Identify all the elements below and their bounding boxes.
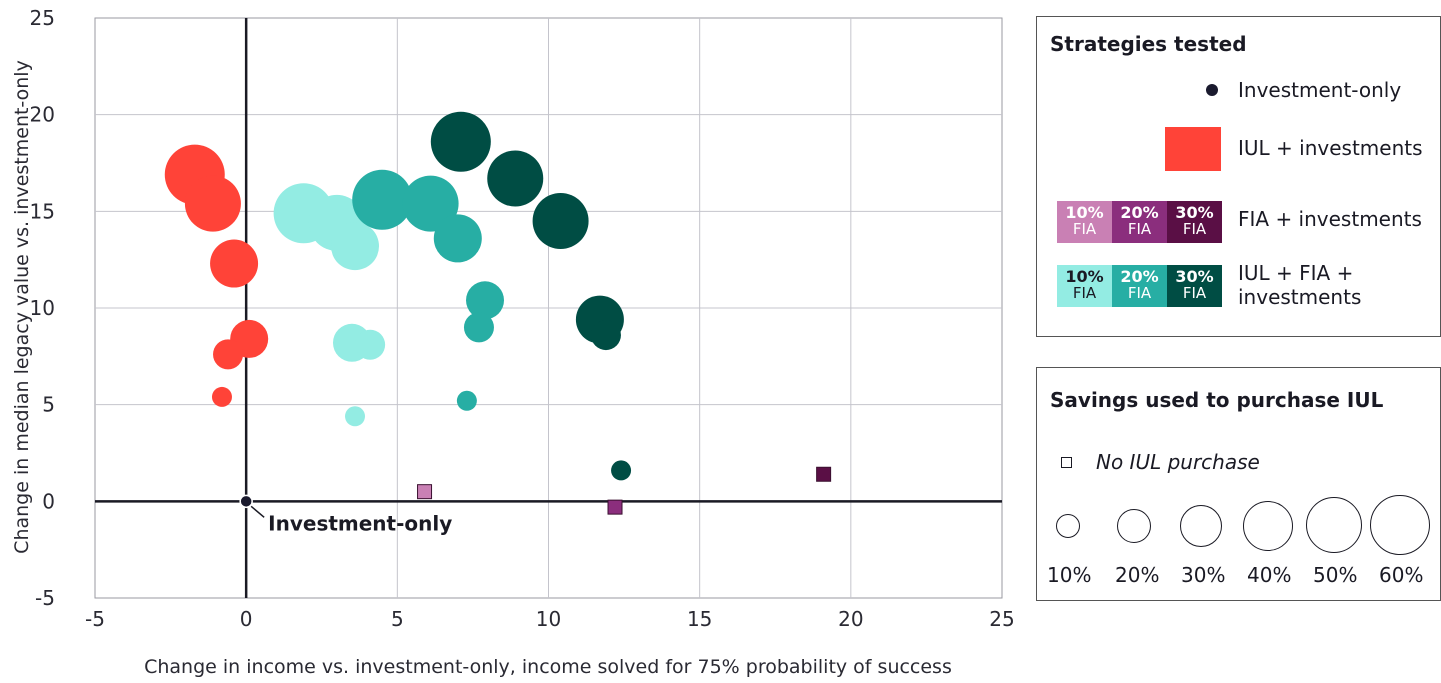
size-label-60: 60%: [1379, 563, 1424, 587]
size-label-50: 50%: [1313, 563, 1358, 587]
strategies-legend-title: Strategies tested: [1050, 32, 1247, 56]
data-bubble: [466, 281, 505, 320]
annotation-label: Investment-only: [268, 511, 452, 535]
annotation: Investment-only: [250, 505, 452, 535]
y-tick-label: -5: [35, 586, 55, 610]
data-bubble: [402, 175, 459, 232]
iul-swatch-icon: [1165, 127, 1221, 171]
y-tick-label: 5: [42, 393, 55, 417]
data-bubble: [532, 193, 589, 249]
grid: [94, 17, 1003, 599]
y-axis-title: Change in median legacy value vs. invest…: [11, 60, 33, 554]
data-bubble: [456, 390, 477, 411]
iul-fia-30-swatch: 30% FIA: [1167, 265, 1222, 307]
size-label-10: 10%: [1047, 563, 1092, 587]
iul-fia-20-swatch: 20% FIA: [1112, 265, 1167, 307]
data-bubble: [430, 111, 491, 172]
x-tick-label: 0: [240, 607, 253, 631]
x-tick-label: 20: [838, 607, 863, 631]
size-10-circle-icon: [1056, 514, 1080, 538]
size-label-30: 30%: [1181, 563, 1226, 587]
size-label-40: 40%: [1247, 563, 1292, 587]
data-bubble: [210, 239, 259, 288]
tick-labels: -5 0 5 10 15 20 25 -5 0 5 10 15 20 25: [30, 6, 1015, 631]
size-60-circle-icon: [1370, 495, 1430, 555]
data-bubble: [213, 339, 244, 370]
data-bubble: [463, 312, 494, 343]
legend-iul-investments: IUL + investments: [1238, 136, 1423, 160]
savings-legend-title: Savings used to purchase IUL: [1050, 388, 1384, 412]
size-label-20: 20%: [1115, 563, 1160, 587]
data-bubble: [590, 320, 621, 351]
data-bubble: [352, 169, 413, 230]
x-tick-label: 10: [536, 607, 561, 631]
legend-iul-fia-line2: investments: [1238, 285, 1362, 309]
x-tick-label: 25: [989, 607, 1014, 631]
annotation-leader: [250, 505, 265, 518]
no-iul-purchase-label: No IUL purchase: [1096, 450, 1260, 474]
data-bubble: [355, 329, 386, 360]
size-40-circle-icon: [1243, 501, 1293, 551]
x-tick-label: 5: [391, 607, 404, 631]
data-bubble: [433, 214, 482, 263]
data-bubble: [487, 150, 544, 207]
x-axis-title: Change in income vs. investment-only, in…: [144, 656, 952, 678]
legend-iul-fia-line1: IUL + FIA +: [1238, 261, 1354, 285]
data-bubble: [345, 406, 366, 427]
data-points: [164, 111, 832, 515]
data-square: [607, 499, 623, 515]
fia-20-swatch: 20% FIA: [1112, 201, 1167, 243]
iul-fia-10-swatch: 10% FIA: [1057, 265, 1112, 307]
size-30-circle-icon: [1180, 505, 1222, 547]
savings-legend: Savings used to purchase IUL No IUL purc…: [1036, 367, 1441, 601]
data-bubble: [211, 386, 232, 407]
data-bubble: [611, 460, 632, 481]
fia-30-swatch: 30% FIA: [1167, 201, 1222, 243]
data-bubble: [331, 222, 380, 271]
data-square: [417, 484, 433, 500]
strategies-legend: Strategies tested Investment-only IUL + …: [1036, 16, 1441, 337]
data-square: [816, 466, 832, 482]
y-tick-label: 15: [30, 199, 55, 223]
legend-investment-only: Investment-only: [1238, 78, 1402, 102]
y-tick-label: 10: [30, 296, 55, 320]
x-tick-label: -5: [85, 607, 105, 631]
square-outline-icon: [1061, 457, 1072, 468]
data-bubble: [184, 175, 241, 232]
legend-fia-investments: FIA + investments: [1238, 207, 1422, 231]
size-50-circle-icon: [1306, 497, 1362, 553]
y-tick-label: 25: [30, 6, 55, 30]
investment-only-point: [239, 494, 253, 509]
y-tick-label: 20: [30, 103, 55, 127]
fia-10-swatch: 10% FIA: [1057, 201, 1112, 243]
x-tick-label: 15: [687, 607, 712, 631]
y-tick-label: 0: [42, 489, 55, 513]
size-20-circle-icon: [1117, 509, 1151, 543]
investment-only-dot-icon: [1206, 84, 1218, 96]
